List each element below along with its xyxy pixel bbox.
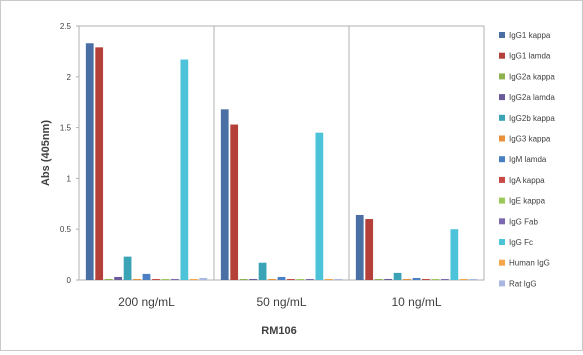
bar bbox=[374, 278, 383, 280]
legend-swatch bbox=[499, 239, 505, 245]
y-axis-title: Abs (405nm) bbox=[40, 120, 52, 186]
bar bbox=[220, 109, 229, 280]
plot-border bbox=[78, 25, 485, 281]
legend-swatch bbox=[499, 218, 505, 225]
bar bbox=[412, 277, 421, 280]
y-tick-label: 1 bbox=[67, 174, 72, 183]
bar bbox=[315, 132, 324, 280]
legend-label: Rat IgG bbox=[509, 279, 537, 288]
bar bbox=[306, 278, 314, 280]
legend-swatch bbox=[499, 52, 505, 59]
legend-swatch bbox=[499, 259, 505, 266]
bar bbox=[296, 278, 305, 280]
bar bbox=[334, 278, 343, 280]
bar bbox=[450, 229, 459, 280]
legend-swatch bbox=[499, 94, 505, 101]
legend-label: IgG2b kappa bbox=[509, 114, 555, 123]
bar bbox=[459, 278, 468, 280]
y-tick-label: 2 bbox=[67, 73, 72, 82]
legend-label: IgG2a kappa bbox=[509, 72, 555, 81]
bar bbox=[133, 278, 141, 280]
legend-label: IgM lamda bbox=[509, 155, 547, 164]
legend-label: IgG1 kappa bbox=[509, 31, 551, 40]
bar bbox=[268, 278, 276, 280]
bar bbox=[171, 278, 179, 280]
legend-label: IgG Fab bbox=[509, 217, 538, 226]
legend-label: IgE kappa bbox=[509, 197, 546, 206]
bar bbox=[287, 278, 295, 280]
x-category-label: 200 ng/mL bbox=[118, 295, 175, 309]
plot-area bbox=[78, 25, 485, 281]
y-tick-label: 0 bbox=[67, 276, 72, 285]
bar bbox=[277, 276, 286, 280]
legend-swatch bbox=[499, 280, 505, 287]
bar bbox=[469, 278, 478, 280]
legend-swatch bbox=[499, 114, 505, 121]
bar bbox=[95, 47, 104, 280]
bar bbox=[180, 59, 189, 280]
bar-chart: 0 0.5 1 1.5 2 2.5 200 ng/mL 50 ng/mL 10 ng/mL A… bbox=[40, 22, 555, 337]
y-axis-ticks: 0 0.5 1 1.5 2 2.5 bbox=[60, 22, 79, 285]
bar bbox=[422, 278, 430, 280]
legend-swatch bbox=[499, 135, 505, 142]
x-category-label: 10 ng/mL bbox=[391, 295, 441, 309]
bar bbox=[230, 124, 239, 280]
bar bbox=[161, 278, 170, 280]
bars-group bbox=[85, 43, 478, 280]
legend-label: Human IgG bbox=[509, 259, 550, 268]
bar bbox=[249, 278, 257, 280]
bar bbox=[384, 278, 392, 280]
bar bbox=[365, 219, 374, 280]
x-category-label: 50 ng/mL bbox=[256, 295, 306, 309]
x-axis-categories: 200 ng/mL 50 ng/mL 10 ng/mL bbox=[118, 295, 442, 309]
legend-swatch bbox=[499, 197, 505, 204]
legend: IgG1 kappa IgG1 lamda IgG2a kappa IgG2a lam… bbox=[499, 31, 555, 288]
bar bbox=[258, 262, 267, 280]
legend-swatch bbox=[499, 176, 505, 183]
bar bbox=[104, 278, 113, 280]
bar bbox=[123, 256, 132, 280]
x-axis-title: RM106 bbox=[261, 325, 296, 337]
bar bbox=[152, 278, 160, 280]
legend-label: IgG Fc bbox=[509, 238, 533, 247]
bar bbox=[324, 278, 333, 280]
legend-label: IgG1 lamda bbox=[509, 52, 551, 61]
legend-label: IgG2a lamda bbox=[509, 93, 555, 102]
bar bbox=[142, 273, 151, 280]
y-tick-label: 1.5 bbox=[60, 124, 72, 133]
bar bbox=[403, 278, 411, 280]
bar bbox=[189, 278, 198, 280]
bar bbox=[239, 278, 248, 280]
bar bbox=[114, 276, 122, 280]
legend-swatch bbox=[499, 32, 505, 38]
y-tick-label: 0.5 bbox=[60, 225, 72, 234]
legend-swatch bbox=[499, 73, 505, 80]
legend-label: IgG3 kappa bbox=[509, 135, 551, 144]
legend-label: IgA kappa bbox=[509, 176, 545, 185]
bar bbox=[85, 43, 94, 280]
bar bbox=[355, 214, 364, 280]
bar bbox=[199, 277, 208, 280]
bar bbox=[431, 278, 440, 280]
legend-swatch bbox=[499, 156, 505, 163]
bar bbox=[441, 278, 449, 280]
y-tick-label: 2.5 bbox=[60, 22, 72, 31]
bar bbox=[393, 272, 402, 280]
